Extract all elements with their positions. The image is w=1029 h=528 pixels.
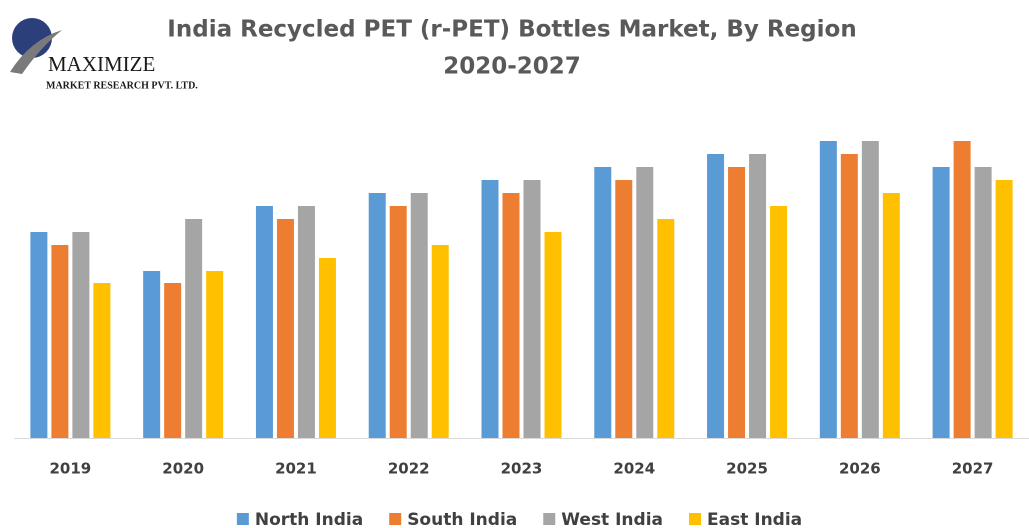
x-tick-label: 2021	[275, 460, 317, 478]
bar	[749, 154, 767, 438]
logo-swoosh	[10, 30, 62, 74]
x-tick-label: 2022	[388, 460, 430, 478]
bar	[932, 167, 950, 438]
x-tick-label: 2023	[501, 460, 543, 478]
bar	[206, 271, 224, 438]
legend-swatch	[543, 513, 556, 525]
bar	[974, 167, 992, 438]
legend-swatch	[236, 513, 249, 525]
x-tick-label: 2024	[613, 460, 655, 478]
bar	[185, 219, 203, 438]
bar	[707, 154, 725, 438]
bar	[164, 283, 182, 438]
legend-label: South India	[407, 510, 517, 528]
bar	[953, 141, 971, 438]
x-tick-label: 2026	[839, 460, 881, 478]
bar	[861, 141, 879, 438]
legend-item: West India	[543, 510, 663, 528]
bar	[368, 193, 386, 438]
bar	[840, 154, 858, 438]
legend-item: North India	[236, 510, 363, 528]
bar	[657, 219, 675, 438]
bar	[502, 193, 520, 438]
legend-label: North India	[255, 510, 363, 528]
bar	[30, 232, 48, 438]
chart-subtitle: 2020-2027	[443, 54, 581, 80]
bar	[276, 219, 294, 438]
logo-name: MAXIMIZE	[48, 52, 155, 76]
legend-item: East India	[689, 510, 802, 528]
bar	[51, 245, 69, 438]
bar	[770, 206, 788, 438]
bar	[523, 180, 541, 438]
x-tick-label: 2020	[162, 460, 204, 478]
x-tick-label: 2025	[726, 460, 768, 478]
legend-item: South India	[389, 510, 517, 528]
bar	[143, 271, 161, 438]
bar	[93, 283, 111, 438]
legend-swatch	[689, 513, 701, 525]
bar	[544, 232, 562, 438]
logo: MAXIMIZE MARKET RESEARCH PVT. LTD.	[10, 18, 198, 91]
legend-label: East India	[707, 510, 802, 528]
bar	[431, 245, 449, 438]
bar	[636, 167, 654, 438]
bar	[882, 193, 900, 438]
x-tick-label: 2019	[50, 460, 92, 478]
bar	[728, 167, 746, 438]
bar	[995, 180, 1013, 438]
chart-title: India Recycled PET (r-PET) Bottles Marke…	[167, 17, 856, 43]
x-tick-label: 2027	[952, 460, 994, 478]
bar	[481, 180, 499, 438]
bar	[318, 258, 336, 438]
bar	[410, 193, 428, 438]
bar	[819, 141, 837, 438]
bar	[615, 180, 633, 438]
legend-swatch	[389, 513, 402, 525]
bar	[594, 167, 612, 438]
logo-tagline: MARKET RESEARCH PVT. LTD.	[46, 80, 198, 91]
bar	[255, 206, 273, 438]
legend-label: West India	[561, 510, 663, 528]
bar	[72, 232, 90, 438]
bar	[297, 206, 315, 438]
bar	[389, 206, 407, 438]
